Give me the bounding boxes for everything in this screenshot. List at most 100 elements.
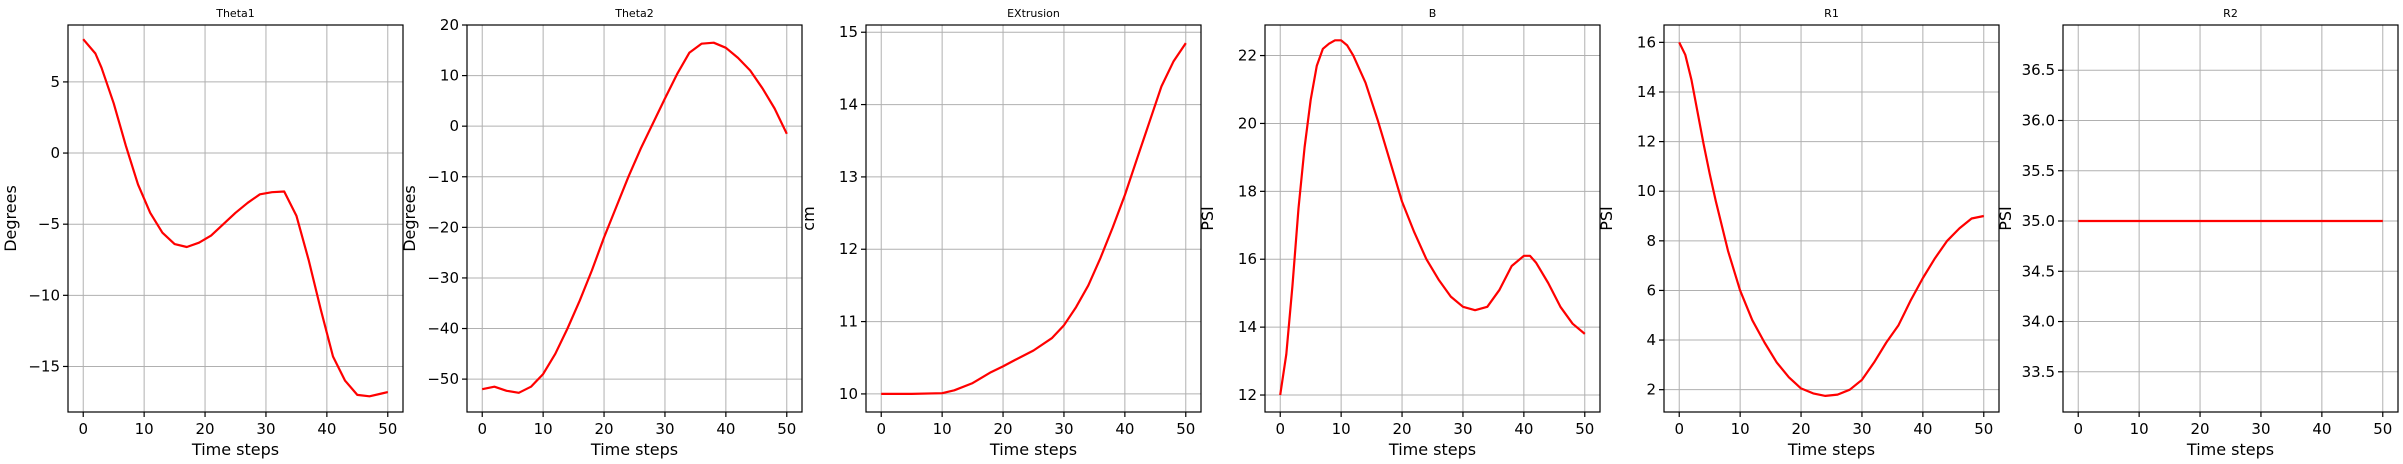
- x-tick-label: 10: [1332, 420, 1351, 438]
- chart-title: Theta2: [614, 7, 654, 20]
- x-tick-label: 40: [1913, 420, 1932, 438]
- chart-title: R2: [2223, 7, 2238, 20]
- chart-title: R1: [1824, 7, 1839, 20]
- y-tick-label: 12: [1238, 386, 1257, 404]
- y-tick-label: 34.0: [2022, 313, 2055, 331]
- x-axis-label: Time steps: [590, 440, 678, 459]
- series-line: [481, 41, 788, 394]
- plot-frame: [466, 24, 803, 413]
- y-tick-label: 20: [1238, 114, 1257, 132]
- y-tick-label: 14: [839, 96, 858, 114]
- y-tick-label: −50: [427, 370, 459, 388]
- x-tick-label: 50: [777, 420, 796, 438]
- y-tick-label: 34.5: [2022, 262, 2055, 280]
- x-tick-label: 0: [1674, 420, 1684, 438]
- y-axis-label: PSI: [1198, 206, 1217, 231]
- y-tick-label: 10: [440, 67, 459, 85]
- y-tick-label: 0: [50, 144, 60, 162]
- y-tick-label: −30: [427, 269, 459, 287]
- x-tick-label: 20: [2190, 420, 2209, 438]
- x-tick-label: 0: [477, 420, 487, 438]
- x-tick-label: 40: [1514, 420, 1533, 438]
- y-tick-label: 18: [1238, 182, 1257, 200]
- y-axis-label: cm: [799, 206, 818, 230]
- y-tick-label: −40: [427, 320, 459, 338]
- x-tick-label: 50: [378, 420, 397, 438]
- x-axis-label: Time steps: [1787, 440, 1875, 459]
- x-axis-label: Time steps: [2186, 440, 2274, 459]
- x-tick-label: 30: [256, 420, 275, 438]
- subplot-b: 0 10 20 30 40 50 12 14 16 18 20 22 B Time steps PSI: [1198, 7, 1601, 459]
- x-tick-label: 10: [2130, 420, 2149, 438]
- y-tick-label: 0: [449, 117, 459, 135]
- y-tick-label: 22: [1238, 47, 1257, 65]
- y-tick-label: 8: [1646, 232, 1656, 250]
- y-tick-label: 16: [1238, 250, 1257, 268]
- y-tick-label: 35.0: [2022, 212, 2055, 230]
- x-tick-label: 10: [534, 420, 553, 438]
- y-tick-label: −20: [427, 218, 459, 236]
- y-tick-label: 20: [440, 16, 459, 34]
- plot-frame: [865, 24, 1202, 413]
- x-tick-label: 0: [876, 420, 886, 438]
- plot-frame: [2062, 24, 2399, 413]
- subplot-theta1: 0 10 20 30 40 50 −15 −10 −5 0 5 Theta1 Time steps Deg…: [1, 7, 404, 459]
- x-tick-label: 50: [1974, 420, 1993, 438]
- x-tick-label: 30: [1852, 420, 1871, 438]
- subplot-theta2: 0 10 20 30 40 50 −50 −40 −30 −20 −10 0 10 20 Theta2 Tim…: [400, 7, 803, 459]
- subplot-r1: 0 10 20 30 40 50 2 4 6 8 10 12 14 16 R1 Time steps PSI: [1597, 7, 2000, 459]
- x-tick-label: 20: [993, 420, 1012, 438]
- y-tick-label: 16: [1637, 33, 1656, 51]
- y-tick-label: −5: [38, 215, 60, 233]
- y-tick-label: 4: [1646, 331, 1656, 349]
- x-tick-label: 0: [1275, 420, 1285, 438]
- x-tick-label: 50: [2373, 420, 2392, 438]
- x-tick-label: 20: [1392, 420, 1411, 438]
- y-tick-label: 5: [50, 73, 60, 91]
- y-tick-label: 14: [1637, 83, 1656, 101]
- subplot-extrusion: 0 10 20 30 40 50 10 11 12 13 14 15 EXtrusion Time ste…: [799, 7, 1202, 459]
- x-tick-label: 0: [78, 420, 88, 438]
- y-tick-label: 6: [1646, 281, 1656, 299]
- y-tick-label: −15: [28, 357, 60, 375]
- x-tick-label: 50: [1176, 420, 1195, 438]
- x-tick-label: 10: [135, 420, 154, 438]
- chart-title: B: [1429, 7, 1437, 20]
- chart-title: Theta1: [215, 7, 255, 20]
- y-tick-label: 36.0: [2022, 111, 2055, 129]
- plot-frame: [1264, 24, 1601, 413]
- x-axis-label: Time steps: [989, 440, 1077, 459]
- x-tick-label: 20: [195, 420, 214, 438]
- series-line: [881, 42, 1187, 395]
- x-tick-label: 20: [1791, 420, 1810, 438]
- y-axis-label: PSI: [1597, 206, 1616, 231]
- y-tick-label: 15: [839, 23, 858, 41]
- y-tick-label: 12: [839, 240, 858, 258]
- series-line: [82, 38, 389, 398]
- y-axis-label: Degrees: [400, 185, 419, 252]
- x-tick-label: 40: [716, 420, 735, 438]
- y-tick-label: 33.5: [2022, 363, 2055, 381]
- x-tick-label: 40: [2312, 420, 2331, 438]
- y-tick-label: −10: [28, 286, 60, 304]
- chart-title: EXtrusion: [1007, 7, 1060, 20]
- y-axis-label: PSI: [1996, 206, 2015, 231]
- x-tick-label: 40: [317, 420, 336, 438]
- y-tick-label: 14: [1238, 318, 1257, 336]
- x-tick-label: 10: [1731, 420, 1750, 438]
- y-tick-label: 10: [839, 385, 858, 403]
- subplot-r2: 0 10 20 30 40 50 33.5 34.0 34.5 35.0 35.5 36.0 36.5 R…: [1996, 7, 2399, 459]
- x-tick-label: 30: [1054, 420, 1073, 438]
- x-tick-label: 30: [1453, 420, 1472, 438]
- y-tick-label: −10: [427, 168, 459, 186]
- x-tick-label: 50: [1575, 420, 1594, 438]
- x-tick-label: 10: [933, 420, 952, 438]
- y-tick-label: 12: [1637, 133, 1656, 151]
- series-line: [1678, 41, 1985, 397]
- y-tick-label: 35.5: [2022, 162, 2055, 180]
- plot-frame: [1663, 24, 2000, 413]
- plot-frame: [67, 24, 404, 413]
- x-tick-label: 40: [1115, 420, 1134, 438]
- x-axis-label: Time steps: [1388, 440, 1476, 459]
